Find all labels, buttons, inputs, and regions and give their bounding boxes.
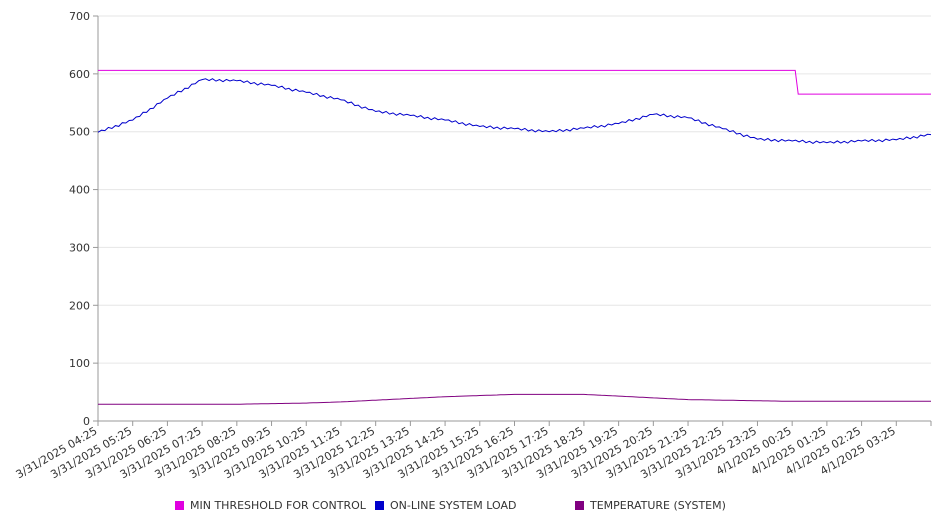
y-tick-label: 700 <box>69 10 90 23</box>
axes <box>97 16 931 422</box>
y-axis-ticks: 0 100 200 300 400 500 600 700 <box>69 10 98 428</box>
series-lines <box>97 69 932 405</box>
legend-swatch <box>175 501 184 510</box>
y-tick-label: 500 <box>69 126 90 139</box>
y-tick-label: 100 <box>69 357 90 370</box>
y-tick-label: 600 <box>69 68 90 81</box>
legend-label: TEMPERATURE (SYSTEM) <box>589 499 726 512</box>
y-tick-label: 200 <box>69 299 90 312</box>
y-tick-label: 300 <box>69 241 90 254</box>
series-line <box>98 69 931 95</box>
x-axis-ticks: 3/31/2025 04:253/31/2025 05:253/31/2025 … <box>14 421 932 481</box>
y-tick-label: 0 <box>83 415 90 428</box>
grid-lines <box>98 15 931 364</box>
legend-swatch <box>575 501 584 510</box>
legend-label: ON-LINE SYSTEM LOAD <box>390 499 516 512</box>
legend-swatch <box>375 501 384 510</box>
legend-label: MIN THRESHOLD FOR CONTROL <box>190 499 367 512</box>
y-tick-label: 400 <box>69 184 90 197</box>
series-line <box>98 393 931 405</box>
legend: MIN THRESHOLD FOR CONTROL ON-LINE SYSTEM … <box>175 499 726 512</box>
series-line <box>97 78 932 144</box>
